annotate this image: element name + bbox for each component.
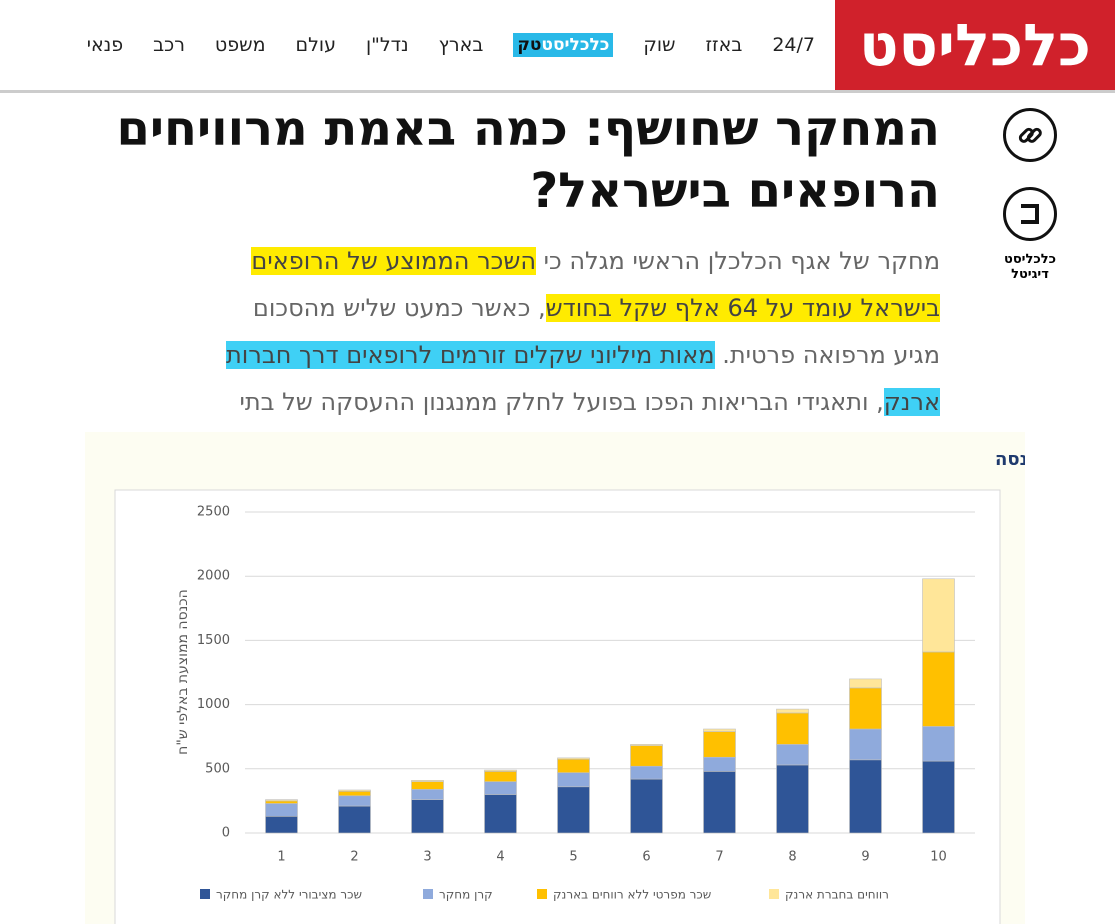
headline: המחקר שחושף: כמה באמת מרוויחים הרופאים ב… (116, 101, 941, 219)
y-tick-label: 1000 (197, 697, 230, 712)
bar-segment (703, 771, 736, 834)
y-tick-label: 1500 (197, 633, 230, 648)
bar-segment (630, 744, 663, 746)
y-tick-label: 2500 (197, 505, 230, 520)
x-tick-label: 2 (350, 850, 358, 865)
bar-segment (922, 578, 955, 653)
nav-item[interactable]: נדל"ן (365, 34, 409, 56)
y-tick-label: 0 (222, 826, 230, 841)
bar-segment (411, 781, 444, 790)
nav-tech-part: כלכליסט (541, 35, 610, 55)
lede-text: מחקר של אגף הכלכלן הראשי מגלה כי (536, 247, 940, 275)
nav-item[interactable]: משפט (214, 34, 266, 56)
bar-segment (484, 794, 517, 834)
x-tick-label: 9 (861, 850, 869, 865)
legend-swatch (423, 889, 433, 899)
bar-segment (849, 687, 882, 730)
bar-segment (338, 805, 371, 834)
nav-item[interactable]: עולם (295, 34, 336, 56)
x-tick-label: 4 (496, 850, 504, 865)
lede-text: , כאשר כמעט שליש מהסכום מגיע מרפואה פרטי… (252, 294, 940, 369)
header: כלכליסט 24/7 באזז שוק כלכליסטטק בארץ נדל"ן עול… (0, 0, 1115, 93)
bar-segment (630, 765, 663, 780)
bar-segment (557, 758, 590, 773)
bar-segment (411, 780, 444, 782)
bar-segment (703, 728, 736, 732)
bar-segment (776, 708, 809, 714)
nav-item[interactable]: פנאי (86, 34, 124, 56)
legend-label: שכר מפרטי ללא רווחים בארנק (553, 888, 711, 902)
x-tick-label: 6 (642, 850, 650, 865)
y-tick-label: 2000 (197, 569, 230, 584)
x-tick-label: 1 (277, 850, 285, 865)
nav-item[interactable]: שוק (643, 34, 676, 56)
legend-label: קרן מחקר (439, 888, 493, 902)
bar-segment (557, 786, 590, 834)
y-axis-label: הכנסה ממוצעת באלפי ש"ח (175, 589, 191, 755)
legend-swatch (769, 889, 779, 899)
bar-segment (265, 800, 298, 804)
legend-label: רווחים בחברת ארנק (785, 888, 889, 902)
side-label: כלכליסט דיגיטל (1004, 252, 1056, 282)
legend-label: שכר מציבורי ללא קרן מחקר (216, 888, 362, 902)
nav-item[interactable]: בארץ (438, 34, 484, 56)
bar-segment (630, 778, 663, 834)
bar-segment (922, 651, 955, 727)
bar-segment (849, 678, 882, 689)
bar-segment (776, 764, 809, 834)
bar-segment (776, 712, 809, 745)
nav-item[interactable]: רכב (153, 34, 185, 56)
bar-segment (338, 795, 371, 807)
bar-segment (922, 726, 955, 762)
lede: מחקר של אגף הכלכלן הראשי מגלה כי השכר המ… (205, 238, 940, 473)
bar-segment (703, 731, 736, 758)
bar-segment (630, 745, 663, 767)
logo[interactable]: כלכליסט (835, 0, 1115, 90)
link-glyph (1018, 127, 1042, 143)
legend-swatch (200, 889, 210, 899)
bar-segment (484, 771, 517, 782)
bar-segment (922, 760, 955, 834)
bar-segment (703, 756, 736, 772)
nav-item[interactable]: באזז (705, 34, 743, 56)
chart-title: תרשים 7: שכר ממוצע שנתי של רופאי בתי החו… (995, 449, 1025, 470)
bar-segment (338, 790, 371, 797)
bar-segment (776, 744, 809, 766)
nav-tech[interactable]: כלכליסטטק (513, 33, 614, 57)
bar-segment (338, 789, 371, 792)
bar-segment (265, 799, 298, 802)
bar-segment (411, 799, 444, 834)
legend-swatch (537, 889, 547, 899)
bar-segment (849, 759, 882, 834)
x-tick-label: 7 (715, 850, 723, 865)
bar-segment (557, 757, 590, 760)
x-tick-label: 5 (569, 850, 577, 865)
nav-tech-part: טק (517, 35, 542, 55)
brand-glyph (1021, 204, 1039, 224)
x-tick-label: 8 (788, 850, 796, 865)
chart: תרשים 7: שכר ממוצע שנתי של רופאי בתי החו… (85, 432, 1025, 924)
nav: 24/7 באזז שוק כלכליסטטק בארץ נדל"ן עולם משפט רכב… (87, 0, 815, 90)
x-tick-label: 10 (930, 850, 947, 865)
bar-segment (484, 769, 517, 772)
bar-segment (411, 789, 444, 800)
bar-segment (265, 816, 298, 834)
brand-icon[interactable] (1003, 187, 1057, 241)
nav-item[interactable]: 24/7 (772, 34, 815, 56)
bar-segment (849, 728, 882, 761)
bar-segment (557, 772, 590, 788)
bar-segment (265, 803, 298, 817)
bar-segment (484, 781, 517, 795)
y-tick-label: 500 (205, 761, 230, 776)
share-link-icon[interactable] (1003, 108, 1057, 162)
x-tick-label: 3 (423, 850, 431, 865)
